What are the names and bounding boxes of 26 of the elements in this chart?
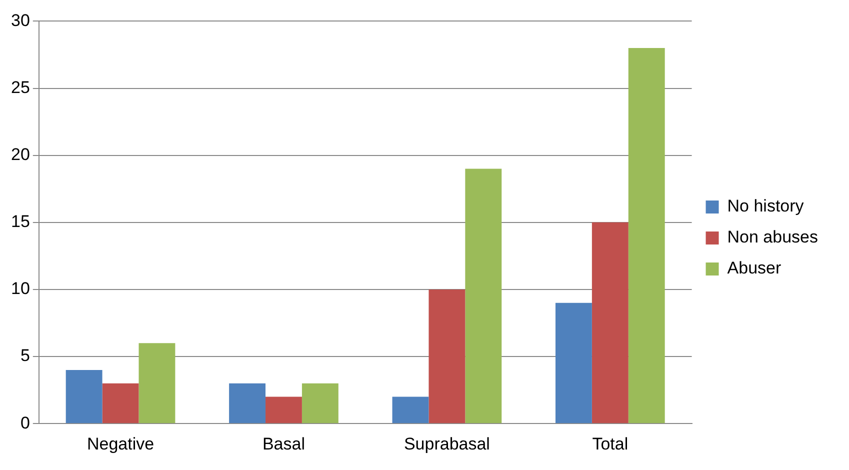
y-tick-label: 25 (10, 78, 30, 97)
bar (628, 48, 665, 424)
bar (138, 343, 176, 424)
x-tick-label: Total (592, 434, 628, 454)
legend-label: Abuser (727, 258, 782, 278)
bar (428, 289, 466, 424)
y-tick-label: 0 (20, 413, 30, 432)
x-tick-label: Basal (262, 434, 305, 454)
y-tick-label: 5 (20, 346, 30, 366)
legend-label: Non abuses (727, 228, 818, 247)
bar (592, 222, 628, 424)
legend-label: No history (727, 196, 804, 216)
y-tick-label: 20 (10, 145, 30, 164)
y-tick-label: 15 (10, 212, 30, 232)
bar (266, 396, 302, 424)
bar (102, 383, 139, 424)
bar (555, 302, 592, 424)
y-tick-label: 30 (10, 10, 30, 30)
y-tick-label: 10 (10, 279, 30, 298)
x-tick-label: Suprabasal (404, 434, 490, 454)
bar (229, 383, 266, 424)
x-tick-label: Negative (86, 434, 154, 454)
bar (66, 370, 102, 424)
bar (465, 168, 502, 424)
bar (302, 383, 338, 424)
bar (392, 396, 429, 424)
